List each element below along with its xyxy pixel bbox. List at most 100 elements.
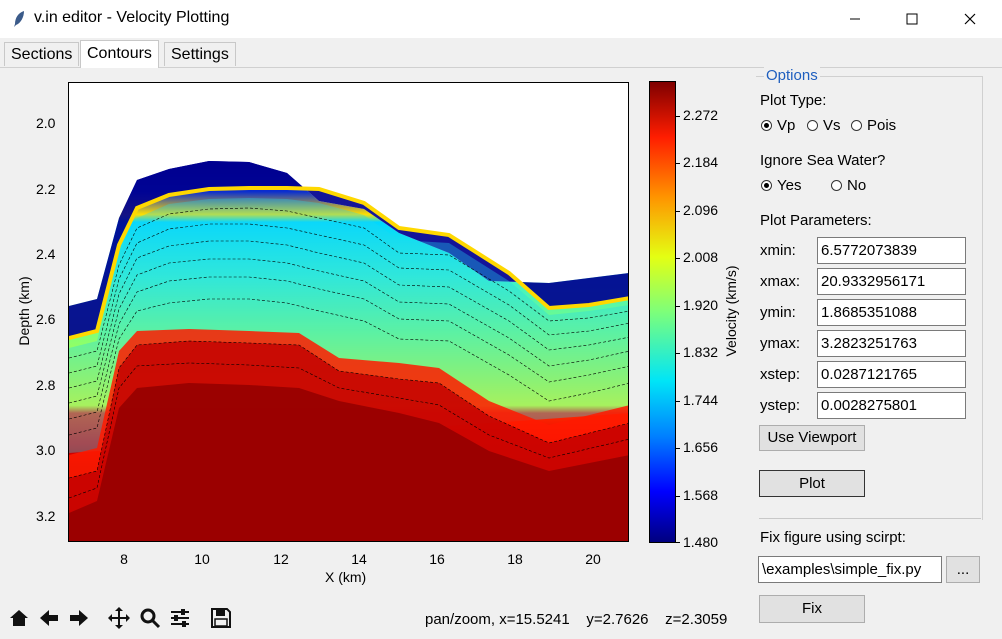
colorbar-tick [676, 306, 680, 307]
ymax-label: ymax: [760, 335, 801, 352]
xmin-label: xmin: [760, 242, 796, 259]
floppy-disk-icon [211, 608, 231, 628]
colorbar-label: Velocity (km/s) [723, 265, 739, 357]
plot-button[interactable]: Plot [759, 470, 865, 497]
x-tick-label: 14 [351, 551, 367, 567]
radio-vs-label[interactable]: Vs [823, 117, 841, 134]
y-tick-label: 2.0 [36, 115, 56, 131]
zoom-button[interactable] [137, 605, 163, 631]
colorbar-tick [676, 116, 680, 117]
feather-icon [14, 11, 24, 27]
plot-type-label: Plot Type: [760, 92, 827, 109]
colorbar-tick-label: 2.008 [683, 249, 719, 265]
plot-params-label: Plot Parameters: [760, 212, 872, 229]
colorbar-tick-label: 1.480 [683, 534, 719, 550]
arrow-left-icon [40, 610, 58, 626]
arrow-right-icon [70, 610, 88, 626]
colorbar-tick [676, 448, 680, 449]
velocity-contour-image [69, 161, 628, 541]
colorbar-tick [676, 353, 680, 354]
back-button[interactable] [36, 605, 62, 631]
y-tick-label: 2.6 [36, 311, 56, 327]
colorbar-tick [676, 542, 680, 543]
maximize-button[interactable] [889, 0, 935, 38]
radio-yes-label[interactable]: Yes [777, 177, 802, 194]
separator [759, 518, 981, 519]
y-axis-label: Depth (km) [16, 276, 32, 346]
use-viewport-button[interactable]: Use Viewport [759, 425, 865, 451]
xmax-field[interactable]: 20.9332956171 [817, 268, 966, 295]
ystep-label: ystep: [760, 397, 801, 414]
ystep-field[interactable]: 0.0028275801 [817, 392, 966, 419]
pan-icon [108, 607, 130, 629]
y-tick-label: 3.0 [36, 442, 56, 458]
close-icon [964, 13, 976, 25]
home-icon [10, 610, 28, 626]
radio-pois[interactable] [851, 120, 862, 131]
colorbar-tick-label: 2.096 [683, 202, 719, 218]
x-axis-label: X (km) [325, 569, 367, 585]
radio-yes[interactable] [761, 180, 772, 191]
radio-vs[interactable] [807, 120, 818, 131]
y-tick-label: 2.8 [36, 377, 56, 393]
fix-button[interactable]: Fix [759, 595, 865, 623]
x-tick-label: 16 [429, 551, 445, 567]
y-tick-label: 2.2 [36, 181, 56, 197]
colorbar-tick [676, 211, 680, 212]
xstep-label: xstep: [760, 366, 801, 383]
options-panel [756, 76, 983, 520]
colorbar-tick-label: 1.744 [683, 392, 719, 408]
ignore-sea-label: Ignore Sea Water? [760, 152, 886, 169]
x-tick-label: 20 [585, 551, 601, 567]
x-tick-label: 12 [273, 551, 289, 567]
cursor-readout: pan/zoom, x=15.5241 y=2.7626 z=2.3059 [425, 611, 728, 628]
configure-subplots-button[interactable] [167, 605, 193, 631]
colorbar-tick [676, 401, 680, 402]
fix-script-path-field[interactable]: \examples\simple_fix.py [758, 556, 942, 583]
colorbar-tick [676, 496, 680, 497]
colorbar-tick [676, 163, 680, 164]
tab-sections[interactable]: Sections [4, 42, 80, 66]
x-tick-label: 8 [120, 551, 128, 567]
y-tick-label: 2.4 [36, 246, 56, 262]
fix-figure-label: Fix figure using scirpt: [760, 529, 906, 546]
zoom-icon [140, 608, 161, 629]
radio-no[interactable] [831, 180, 842, 191]
ymin-field[interactable]: 1.8685351088 [817, 299, 966, 326]
xmax-label: xmax: [760, 273, 801, 290]
xmin-field[interactable]: 6.5772073839 [817, 237, 966, 264]
options-legend: Options [764, 67, 820, 84]
ymax-field[interactable]: 3.2823251763 [817, 330, 966, 357]
y-tick-label: 3.2 [36, 508, 56, 524]
minimize-icon [850, 18, 860, 20]
colorbar-tick [676, 258, 680, 259]
colorbar-tick-label: 2.272 [683, 107, 719, 123]
forward-button[interactable] [66, 605, 92, 631]
window-title: v.in editor - Velocity Plotting [34, 9, 230, 26]
save-figure-button[interactable] [208, 605, 234, 631]
xstep-field[interactable]: 0.0287121765 [817, 361, 966, 388]
radio-vp[interactable] [761, 120, 772, 131]
colorbar [649, 81, 676, 543]
colorbar-tick-label: 1.568 [683, 487, 719, 503]
ymin-label: ymin: [760, 304, 796, 321]
title-bar: v.in editor - Velocity Plotting [0, 0, 1002, 38]
browse-button[interactable]: ... [946, 556, 980, 583]
colorbar-tick-label: 1.832 [683, 344, 719, 360]
sliders-icon [171, 609, 189, 627]
radio-vp-label[interactable]: Vp [777, 117, 796, 134]
close-button[interactable] [947, 0, 993, 38]
pan-button[interactable] [106, 605, 132, 631]
tab-settings[interactable]: Settings [164, 42, 236, 66]
minimize-button[interactable] [832, 0, 878, 38]
tab-bar: Sections Contours Settings [0, 40, 1002, 68]
radio-pois-label[interactable]: Pois [867, 117, 897, 134]
maximize-icon [906, 13, 918, 25]
colorbar-tick-label: 1.656 [683, 439, 719, 455]
contour-plot[interactable] [68, 82, 629, 542]
radio-no-label[interactable]: No [847, 177, 867, 194]
home-button[interactable] [6, 605, 32, 631]
colorbar-tick-label: 2.184 [683, 154, 719, 170]
colorbar-tick-label: 1.920 [683, 297, 719, 313]
tab-contours[interactable]: Contours [80, 40, 159, 68]
